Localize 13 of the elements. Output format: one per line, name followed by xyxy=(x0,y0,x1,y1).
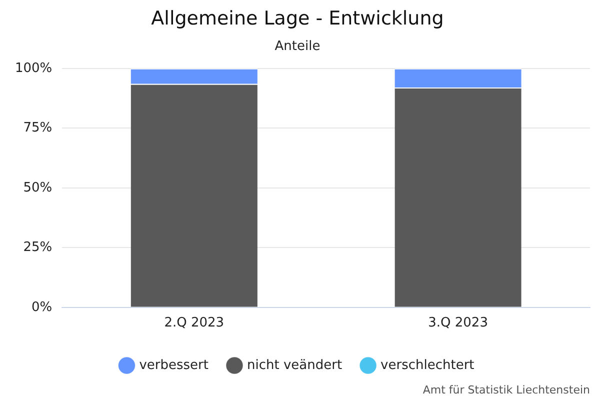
legend-label: verschlechtert xyxy=(380,358,474,373)
y-tick-label: 75% xyxy=(23,120,52,136)
x-tick-label: 2.Q 2023 xyxy=(164,316,224,331)
y-tick-label: 25% xyxy=(23,240,52,256)
y-tick-label: 100% xyxy=(14,60,52,76)
text: Amt für Statistik Liechtenstein xyxy=(422,383,590,396)
x-tick-label: 3.Q 2023 xyxy=(428,316,488,331)
chart-title: Allgemeine Lage - Entwicklung xyxy=(151,7,444,30)
legend-label: nicht veändert xyxy=(246,358,342,373)
chart-subtitle: Anteile xyxy=(274,38,320,54)
legend-label: verbessert xyxy=(139,358,208,373)
y-tick-label: 50% xyxy=(23,180,52,196)
y-tick-label: 0% xyxy=(32,300,52,315)
